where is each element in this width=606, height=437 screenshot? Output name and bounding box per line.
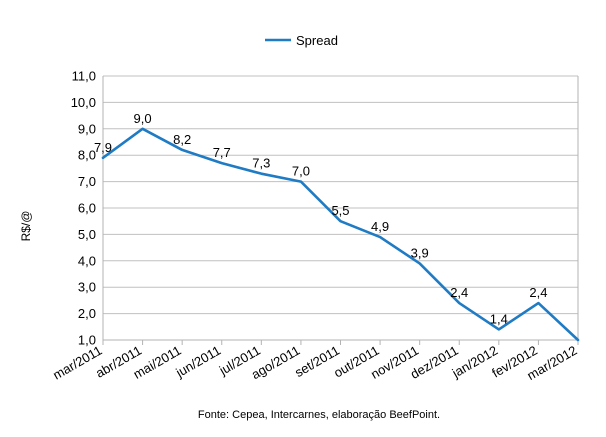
- y-tick-label: 7,0: [78, 174, 96, 189]
- y-tick-label: 3,0: [78, 280, 96, 295]
- data-label: 7,0: [292, 164, 310, 179]
- y-tick-label: 6,0: [78, 201, 96, 216]
- x-tick-label: mar/2011: [50, 343, 104, 383]
- data-label: 7,9: [94, 140, 112, 155]
- y-tick-label: 9,0: [78, 121, 96, 136]
- x-tick-labels: mar/2011abr/2011mai/2011jun/2011jul/2011…: [50, 343, 579, 383]
- x-tick-label: jun/2011: [173, 343, 224, 381]
- data-label: 1,4: [490, 311, 508, 326]
- data-label: 7,3: [252, 156, 270, 171]
- series-spread: [101, 127, 580, 342]
- y-tick-label: 1,0: [78, 333, 96, 348]
- data-label: 5,5: [331, 203, 349, 218]
- legend-label-spread: Spread: [296, 33, 338, 48]
- y-tick-label: 8,0: [78, 148, 96, 163]
- data-label: 3,9: [411, 245, 429, 260]
- y-tick-label: 2,0: [78, 306, 96, 321]
- data-label: 2,4: [450, 285, 468, 300]
- y-tick-label: 10,0: [71, 95, 96, 110]
- data-labels: 7,9 9,0 8,2 7,7 7,3 7,0 5,5 4,9 3,9 2,4 1,4 2,4: [94, 111, 547, 327]
- data-label: 7,7: [213, 145, 231, 160]
- y-tick-label: 5,0: [78, 227, 96, 242]
- y-tick-label: 11,0: [72, 69, 96, 84]
- y-axis-label: R$/@: [19, 211, 33, 242]
- legend: Spread: [265, 33, 338, 48]
- source-note: Fonte: Cepea, Intercarnes, elaboração Be…: [198, 409, 440, 421]
- axes: [102, 76, 579, 345]
- data-label: 2,4: [529, 285, 547, 300]
- y-tick-labels: 1,0 2,0 3,0 4,0 5,0 6,0 7,0 8,0 9,0 10,0 11,0: [71, 69, 96, 348]
- data-label: 8,2: [173, 132, 191, 147]
- y-tick-label: 4,0: [78, 253, 96, 268]
- data-label: 9,0: [134, 111, 152, 126]
- data-label: 4,9: [371, 219, 389, 234]
- grid: [103, 75, 578, 341]
